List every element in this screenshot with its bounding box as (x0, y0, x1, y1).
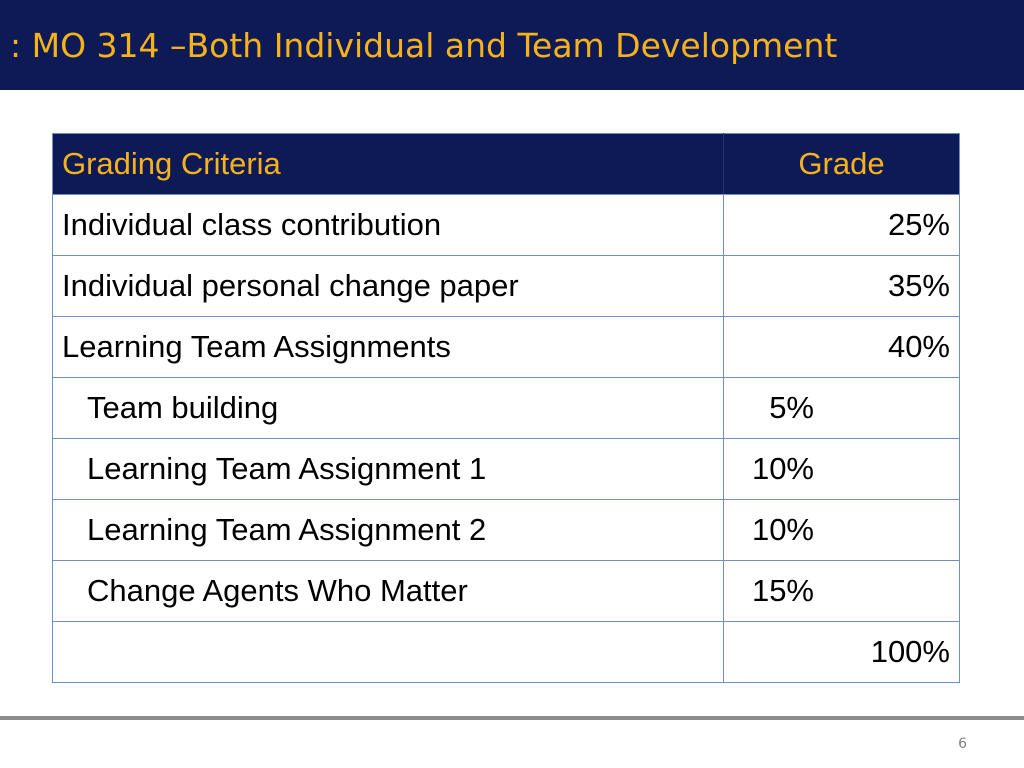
header-grade: Grade (723, 133, 960, 195)
table-row: Change Agents Who Matter 15% (52, 560, 960, 622)
table-row: Learning Team Assignment 1 10% (52, 438, 960, 500)
grade-cell: 25% (723, 194, 960, 256)
grade-cell: 35% (723, 255, 960, 317)
criteria-cell: Change Agents Who Matter (52, 560, 724, 622)
footer-divider (0, 716, 1024, 720)
criteria-cell: Team building (52, 377, 724, 439)
page-number: 6 (958, 736, 967, 752)
grade-cell: 10% (723, 499, 960, 561)
grading-table: Grading Criteria Grade Individual class … (52, 133, 960, 683)
table-row: Team building 5% (52, 377, 960, 439)
table-header-row: Grading Criteria Grade (52, 133, 960, 195)
criteria-cell: Learning Team Assignment 2 (52, 499, 724, 561)
grade-cell: 15% (723, 560, 960, 622)
criteria-cell: Learning Team Assignments (52, 316, 724, 378)
table-row: Individual class contribution 25% (52, 194, 960, 256)
criteria-cell: Learning Team Assignment 1 (52, 438, 724, 500)
grade-value: 10% (751, 451, 814, 486)
grade-value: 5% (769, 390, 814, 425)
slide-title: : MO 314 –Both Individual and Team Devel… (10, 26, 838, 65)
table-row: Learning Team Assignments 40% (52, 316, 960, 378)
title-bar: : MO 314 –Both Individual and Team Devel… (0, 0, 1024, 90)
header-grading-criteria: Grading Criteria (52, 133, 724, 195)
table-row: Individual personal change paper 35% (52, 255, 960, 317)
criteria-cell (52, 621, 724, 683)
grade-cell: 5% (723, 377, 960, 439)
grade-value: 10% (751, 512, 814, 547)
table-row: Learning Team Assignment 2 10% (52, 499, 960, 561)
grade-value: 15% (751, 573, 814, 608)
criteria-cell: Individual class contribution (52, 194, 724, 256)
criteria-cell: Individual personal change paper (52, 255, 724, 317)
grade-cell: 40% (723, 316, 960, 378)
total-grade-cell: 100% (723, 621, 960, 683)
table-row-total: 100% (52, 621, 960, 683)
grade-cell: 10% (723, 438, 960, 500)
